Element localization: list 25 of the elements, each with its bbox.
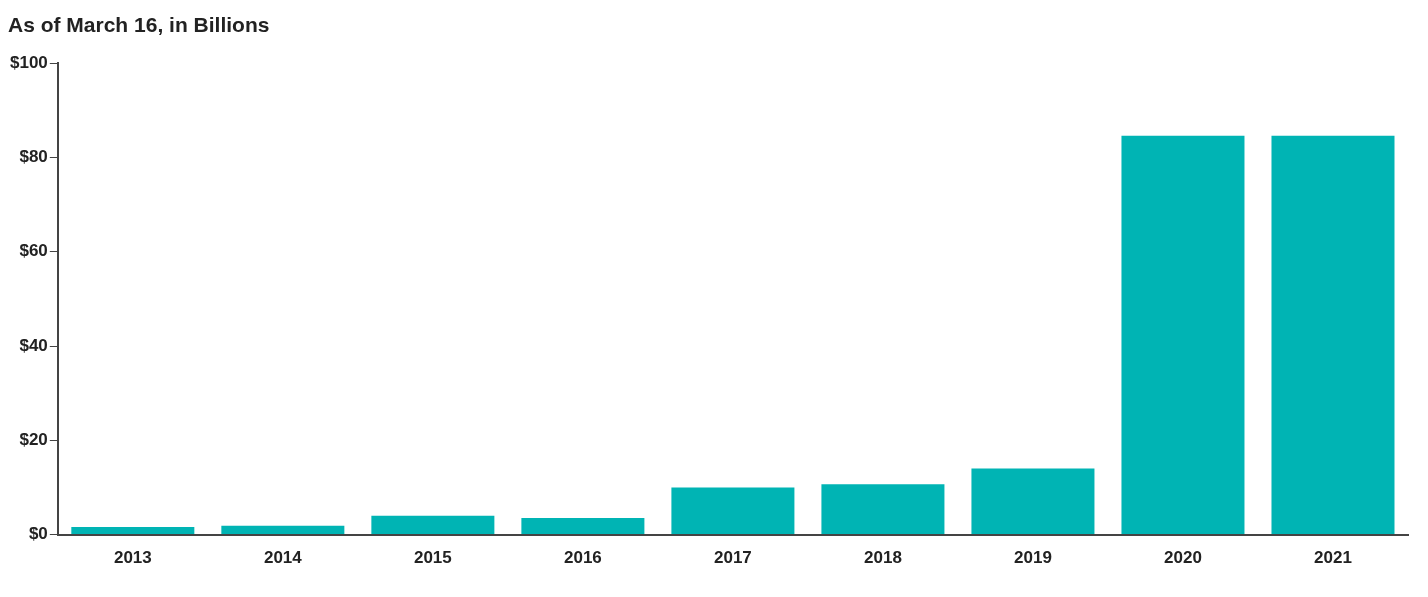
y-tick-label: $60 xyxy=(19,241,48,261)
x-tick-label: 2019 xyxy=(1014,548,1052,568)
x-tick-label: 2015 xyxy=(413,548,452,568)
bar xyxy=(221,525,345,535)
x-tick-label: 2021 xyxy=(1314,548,1352,568)
y-tick-label: $80 xyxy=(19,147,48,167)
bar xyxy=(1271,135,1395,535)
chart-subtitle: As of March 16, in Billions xyxy=(8,13,270,37)
bar xyxy=(521,518,645,535)
x-tick-label: 2016 xyxy=(563,548,602,568)
bar xyxy=(1121,135,1245,535)
x-tick-label: 2014 xyxy=(263,548,303,568)
x-tick-label: 2013 xyxy=(113,548,152,568)
bar xyxy=(821,484,945,535)
x-tick-label: 2020 xyxy=(1164,548,1202,568)
y-tick-label: $20 xyxy=(19,430,48,450)
bar xyxy=(371,515,495,535)
bar xyxy=(671,487,795,535)
y-tick-label: $40 xyxy=(19,335,48,355)
x-tick-label: 2018 xyxy=(864,548,902,568)
bar xyxy=(71,527,195,535)
y-tick-label: $0 xyxy=(28,524,48,544)
x-tick-label: 2017 xyxy=(714,548,752,568)
bar xyxy=(971,468,1095,535)
y-tick-label: $100 xyxy=(9,52,48,72)
